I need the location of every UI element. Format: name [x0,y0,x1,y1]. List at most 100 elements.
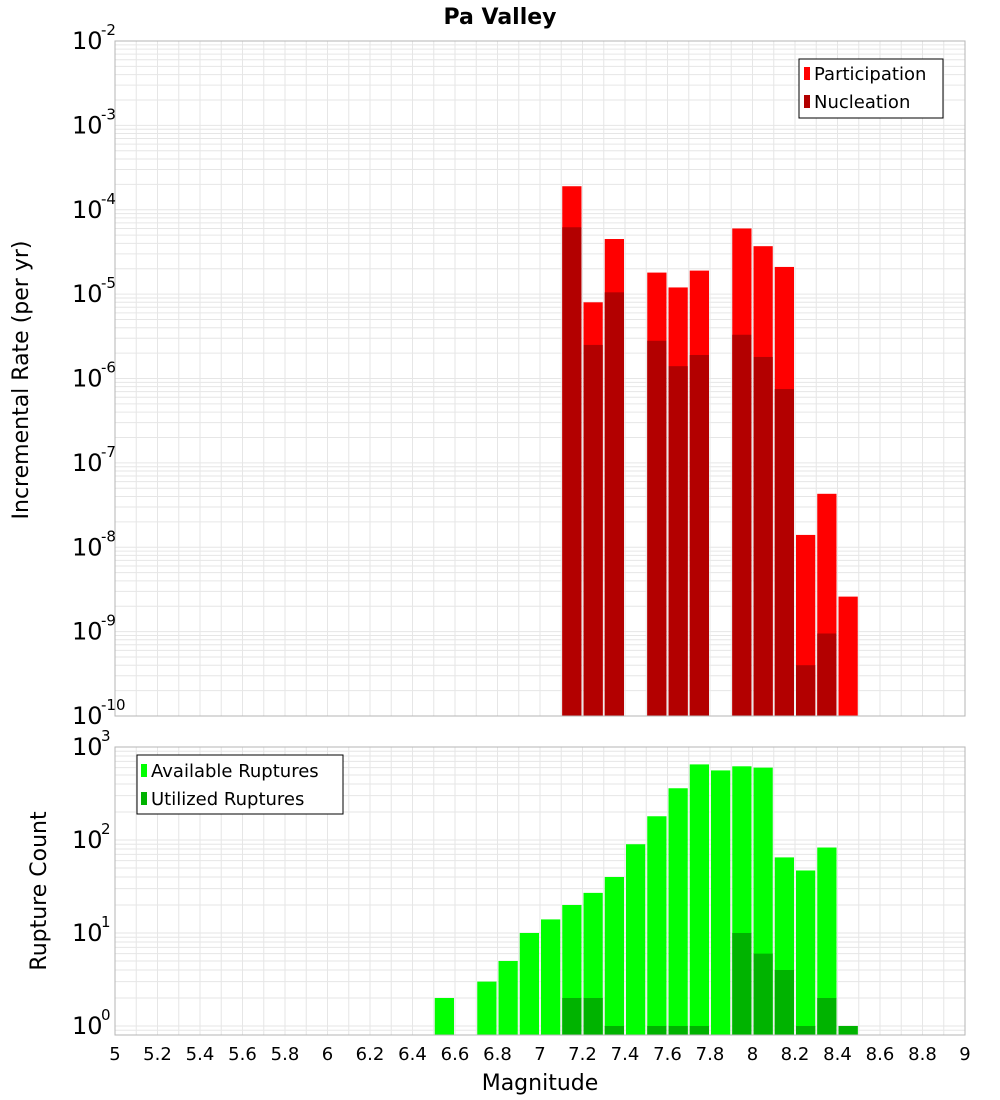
x-tick-label: 6.2 [356,1044,385,1065]
bar-nucleation [562,227,582,716]
x-tick-label: 7 [534,1044,545,1065]
bar-available-ruptures [626,844,646,1035]
x-tick-label: 5.2 [143,1044,172,1065]
top-y-tick-exponent: -8 [101,527,116,545]
bar-available-ruptures [711,770,731,1035]
x-tick-label: 7.6 [653,1044,682,1065]
bar-utilized-ruptures [774,969,794,1035]
top-y-tick-label: 10 [72,533,103,561]
bottom-legend: Available Ruptures Utilized Ruptures [136,754,344,815]
bar-available-ruptures [796,870,816,1035]
legend-swatch-participation [804,67,810,80]
legend-label-participation: Participation [814,64,926,85]
top-y-tick-exponent: -9 [101,612,116,630]
bar-utilized-ruptures [753,953,773,1035]
bar-available-ruptures [541,919,561,1035]
bottom-y-tick-exponent: 3 [101,727,111,745]
top-y-tick-exponent: -7 [101,443,116,461]
bar-utilized-ruptures [604,1025,624,1035]
bottom-plot-frame [114,746,966,1036]
x-tick-label: 5 [109,1044,120,1065]
x-tick-label: 7.8 [696,1044,725,1065]
top-plot-frame [114,40,966,717]
bar-utilized-ruptures [732,932,752,1035]
bar-utilized-ruptures [562,997,582,1035]
x-tick-labels: 5 5.2 5.4 5.6 5.8 6 6.2 6.4 6.6 6.8 7 7.2 7.4 7.6 7.8 8… [109,1044,970,1065]
bar-utilized-ruptures [668,1025,688,1035]
legend-swatch-utilized-ruptures [141,792,147,805]
top-grid [115,41,965,717]
bottom-y-axis-label: Rupture Count [27,811,52,971]
x-tick-label: 8 [747,1044,758,1065]
top-y-tick-exponent: -6 [101,359,116,377]
bottom-y-tick-label: 10 [72,1012,103,1040]
bar-available-ruptures [817,847,837,1035]
x-tick-label: 5.6 [228,1044,257,1065]
top-legend: Participation Nucleation [798,58,944,119]
legend-label-nucleation: Nucleation [814,92,910,113]
top-bars [562,186,858,716]
x-tick-label: 8.2 [781,1044,810,1065]
bar-utilized-ruptures [689,1025,709,1035]
top-y-tick-exponent: -2 [101,21,116,39]
top-y-tick-exponent: -3 [101,105,116,123]
top-legend-box [798,58,944,119]
bar-available-ruptures [647,816,667,1035]
bar-utilized-ruptures [583,997,603,1035]
legend-swatch-nucleation [804,95,810,108]
bar-available-ruptures [519,932,539,1035]
bar-nucleation [732,334,752,716]
top-y-tick-label: 10 [72,27,103,55]
bar-available-ruptures [477,981,497,1035]
bar-available-ruptures [434,997,454,1035]
bar-available-ruptures [498,960,518,1035]
top-y-tick-exponent: -5 [101,274,116,292]
bottom-bars [434,764,858,1035]
x-tick-label: 6 [322,1044,333,1065]
bottom-legend-box [136,754,344,815]
x-tick-label: 5.4 [186,1044,215,1065]
x-tick-label: 9 [959,1044,970,1065]
x-tick-label: 6.4 [398,1044,427,1065]
bar-utilized-ruptures [796,1025,816,1035]
bar-nucleation [774,389,794,716]
x-tick-label: 8.8 [908,1044,937,1065]
x-tick-label: 6.8 [483,1044,512,1065]
x-tick-label: 8.6 [866,1044,895,1065]
x-tick-label: 6.6 [441,1044,470,1065]
legend-label-utilized-ruptures: Utilized Ruptures [151,789,304,810]
bar-utilized-ruptures [647,1025,667,1035]
chart-title: Pa Valley [443,5,556,30]
top-y-tick-label: 10 [72,449,103,477]
bottom-y-tick-label: 10 [72,733,103,761]
bar-nucleation [583,344,603,716]
bar-available-ruptures [604,877,624,1035]
x-tick-label: 8.4 [823,1044,852,1065]
top-y-tick-label: 10 [72,196,103,224]
bar-nucleation [817,633,837,716]
x-axis-label: Magnitude [482,1071,599,1096]
x-tick-label: 7.4 [611,1044,640,1065]
bar-nucleation [796,665,816,716]
top-y-tick-exponent: -10 [101,696,126,714]
top-y-tick-exponent: -4 [101,190,116,208]
top-y-tick-label: 10 [72,111,103,139]
bottom-y-tick-label: 10 [72,826,103,854]
top-y-tick-label: 10 [72,365,103,393]
top-y-tick-label: 10 [72,702,103,730]
legend-swatch-available-ruptures [141,764,147,777]
bottom-y-tick-exponent: 1 [101,913,111,931]
bar-nucleation [753,356,773,716]
bar-participation [838,596,858,716]
bottom-y-tick-exponent: 2 [101,820,111,838]
x-tick-label: 5.8 [271,1044,300,1065]
bar-nucleation [647,340,667,716]
bar-utilized-ruptures [817,997,837,1035]
bottom-y-tick-label: 10 [72,919,103,947]
legend-label-available-ruptures: Available Ruptures [151,761,319,782]
